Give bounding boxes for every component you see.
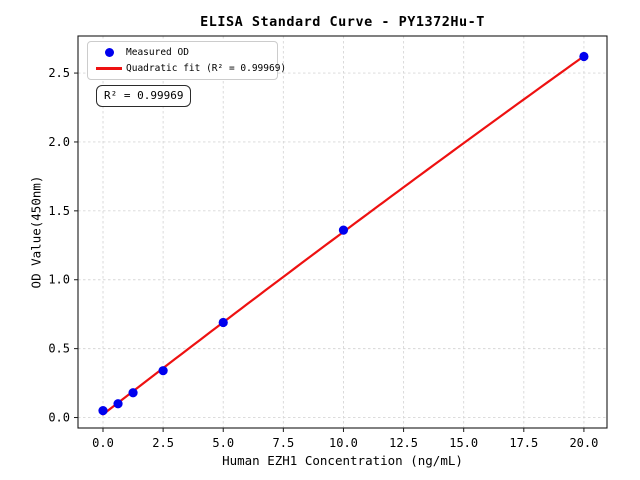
legend-label-measured-od: Measured OD [126,47,189,59]
data-point [158,366,168,376]
x-tick-label: 5.0 [212,436,234,450]
x-tick-label: 15.0 [449,436,478,450]
r-squared-annotation: R² = 0.99969 [96,85,192,107]
y-tick-label: 1.0 [48,273,70,287]
x-tick-label: 7.5 [273,436,295,450]
legend-item-quadratic-fit: Quadratic fit (R² = 0.99969) [92,61,286,77]
x-axis-label: Human EZH1 Concentration (ng/mL) [222,453,463,468]
legend-marker-zone [92,67,126,70]
y-axis-label: OD Value(450nm) [28,175,44,289]
x-tick-label: 0.0 [92,436,114,450]
data-point [579,51,589,62]
legend-item-measured-od: Measured OD [92,45,273,61]
x-tick-label: 10.0 [329,436,358,450]
data-point [113,399,123,409]
blue-dot-icon [104,48,114,58]
x-tick-label: 2.5 [152,436,174,450]
x-tick-label: 17.5 [509,436,538,450]
y-tick-label: 2.0 [48,135,70,149]
x-tick-label: 20.0 [569,436,598,450]
quadratic-fit-line [101,55,586,416]
y-tick-label: 0.0 [48,411,70,425]
red-line-icon [96,67,122,70]
data-point [128,388,138,398]
y-tick-label: 2.5 [48,66,70,80]
chart-title: ELISA Standard Curve - PY1372Hu-T [200,14,485,30]
y-tick-label: 0.5 [48,342,70,356]
data-point [338,225,349,235]
legend-box: Measured OD Quadratic fit (R² = 0.99969) [87,41,286,80]
legend-label-quadratic-fit: Quadratic fit (R² = 0.99969) [126,62,287,74]
data-point [218,317,228,328]
legend-marker-zone [92,48,126,58]
axes-frame [77,35,608,429]
data-point [98,406,108,416]
y-tick-label: 1.5 [48,204,70,218]
x-tick-label: 12.5 [389,436,418,450]
